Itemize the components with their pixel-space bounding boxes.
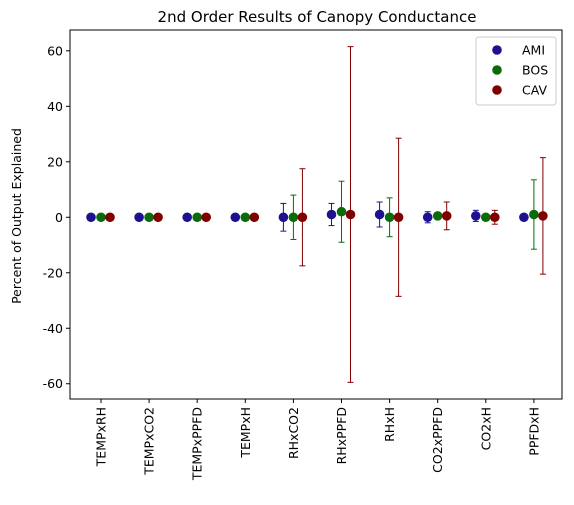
data-point-cav: [346, 210, 356, 220]
legend-label: BOS: [522, 63, 548, 78]
data-point-bos: [385, 212, 395, 222]
data-point-ami: [423, 212, 433, 222]
data-point-bos: [289, 212, 299, 222]
data-point-cav: [105, 212, 115, 222]
x-tick-label: TEMPxPPFD: [190, 407, 205, 481]
data-point-bos: [241, 212, 251, 222]
data-point-bos: [337, 207, 347, 217]
data-point-cav: [538, 211, 548, 221]
data-point-cav: [250, 212, 260, 222]
data-point-bos: [192, 212, 202, 222]
legend-marker-ami: [492, 45, 502, 55]
legend-label: AMI: [522, 43, 545, 58]
chart-title: 2nd Order Results of Canopy Conductance: [158, 8, 477, 26]
x-tick-label: RHxPPFD: [334, 407, 349, 464]
y-tick-label: -60: [43, 376, 63, 391]
data-point-bos: [433, 211, 443, 221]
x-tick-label: RHxH: [382, 407, 397, 442]
y-tick-label: 0: [55, 210, 63, 225]
y-tick-label: 20: [47, 154, 63, 169]
data-point-ami: [519, 212, 529, 222]
legend-marker-cav: [492, 85, 502, 95]
x-tick-label: TEMPxRH: [94, 407, 109, 467]
data-point-cav: [394, 212, 404, 222]
data-point-cav: [490, 212, 500, 222]
data-point-ami: [327, 210, 337, 220]
data-point-bos: [529, 210, 539, 220]
x-tick-label: RHxCO2: [286, 407, 301, 459]
data-point-cav: [442, 211, 452, 221]
y-axis-label: Percent of Output Explained: [9, 128, 24, 304]
y-tick-label: 60: [47, 43, 63, 58]
legend-label: CAV: [522, 83, 547, 98]
y-tick-label: -20: [43, 265, 63, 280]
y-tick-label: 40: [47, 99, 63, 114]
data-point-bos: [96, 212, 106, 222]
legend: AMI BOS CAV: [476, 37, 556, 105]
data-point-ami: [375, 210, 385, 220]
data-point-ami: [182, 212, 192, 222]
data-point-ami: [86, 212, 96, 222]
x-tick-label: PPFDxH: [526, 407, 541, 456]
data-point-cav: [201, 212, 211, 222]
x-tick-label: CO2xPPFD: [430, 407, 445, 473]
data-point-cav: [153, 212, 163, 222]
data-point-ami: [279, 212, 289, 222]
x-tick-label: TEMPxH: [238, 407, 253, 459]
data-point-ami: [134, 212, 144, 222]
legend-marker-bos: [492, 65, 502, 75]
x-tick-label: TEMPxCO2: [142, 407, 157, 476]
data-point-cav: [298, 212, 308, 222]
data-point-ami: [471, 211, 481, 221]
x-tick-label: CO2xH: [478, 407, 493, 450]
data-point-ami: [231, 212, 241, 222]
y-tick-label: -40: [43, 321, 63, 336]
data-point-bos: [481, 212, 491, 222]
data-point-bos: [144, 212, 154, 222]
